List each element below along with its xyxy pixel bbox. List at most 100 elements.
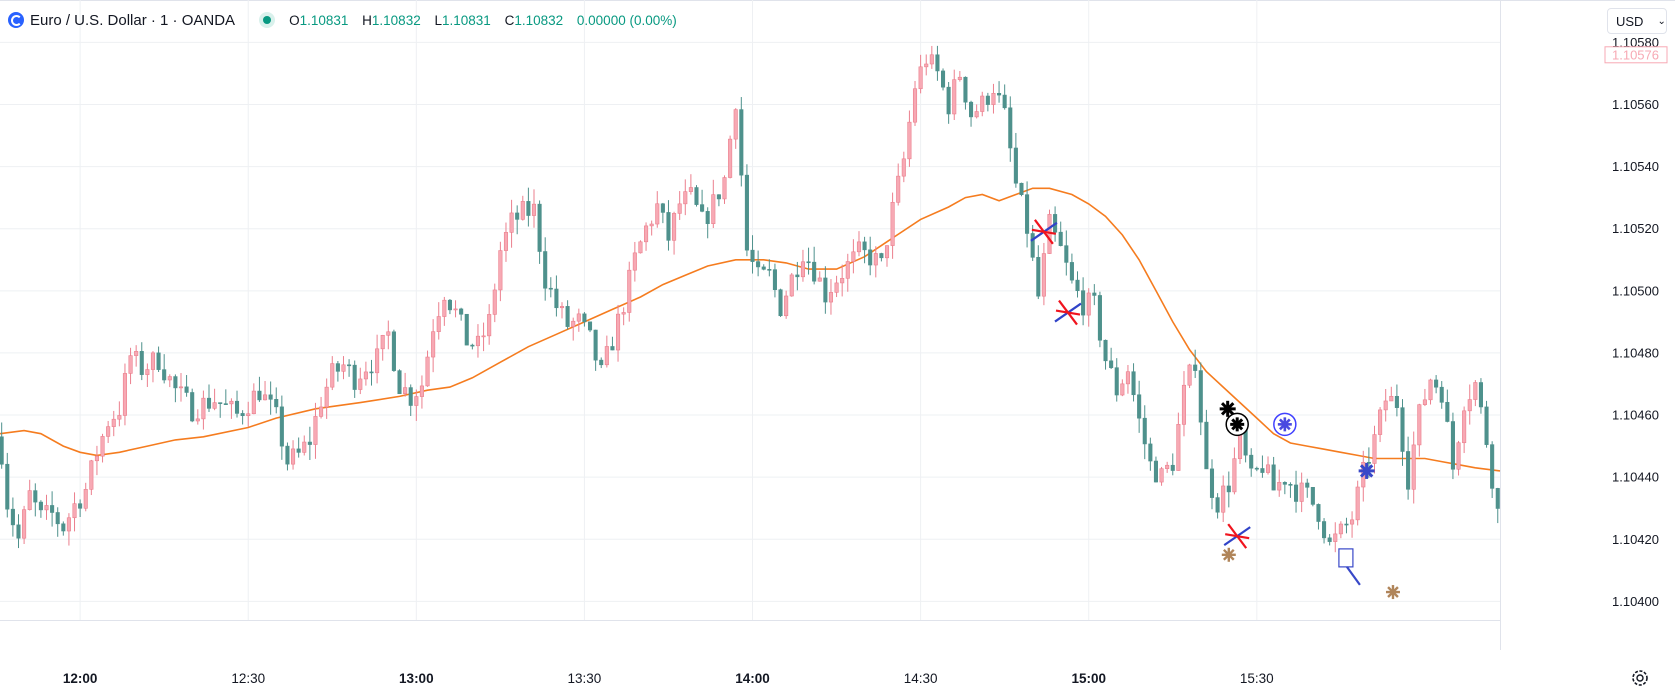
candle <box>997 81 1002 103</box>
candle <box>890 192 895 259</box>
candle <box>700 189 705 213</box>
candle-body-up <box>896 175 901 203</box>
candle <box>223 389 228 405</box>
candle <box>375 334 380 384</box>
candle-body-up <box>616 313 621 351</box>
candle <box>1260 455 1265 478</box>
candle <box>470 343 475 350</box>
candle-body-up <box>828 292 834 303</box>
price-tick-label: 1.10500 <box>1612 283 1659 298</box>
symbol-title[interactable]: Euro / U.S. Dollar · 1 · OANDA <box>30 11 236 29</box>
marker-stroke <box>1359 464 1374 478</box>
low-key: L <box>434 12 442 28</box>
signal-marker-circled-asterisk-black <box>1225 412 1249 437</box>
candle-body-up <box>1041 253 1046 297</box>
candle <box>100 433 105 463</box>
candle <box>621 307 626 326</box>
candle <box>358 367 363 395</box>
candle-body-up <box>722 177 727 200</box>
candle-body-down <box>767 269 772 271</box>
candle-body-down <box>862 241 867 251</box>
candle <box>1221 475 1226 523</box>
candle-body-up <box>957 76 962 80</box>
candle-body-up <box>1355 486 1360 521</box>
candle <box>677 191 682 220</box>
candle <box>593 329 598 371</box>
candle <box>1422 388 1427 407</box>
candle-body-up <box>520 201 525 220</box>
candle-body-down <box>610 346 615 351</box>
candle-body-down <box>778 289 783 317</box>
euro-flag-icon[interactable] <box>8 12 24 28</box>
candle <box>666 200 671 251</box>
candle-body-down <box>1450 421 1455 470</box>
price-axis[interactable]: 1.10580 1.10560 1.10540 1.10520 1.10500 1.104… <box>1604 35 1668 609</box>
candle <box>1333 522 1338 553</box>
candle <box>576 308 581 332</box>
candle <box>296 437 301 458</box>
candle-body-down <box>1495 488 1500 509</box>
candle-body-down <box>700 204 705 212</box>
signal-marker-asterisk-brown <box>1385 585 1400 600</box>
candle <box>789 272 794 297</box>
candle <box>912 80 918 126</box>
candle <box>234 390 240 418</box>
candle-body-up <box>1411 444 1416 490</box>
candle-body-up <box>576 313 581 322</box>
currency-dropdown[interactable]: USD ⌄ <box>1607 8 1667 34</box>
candle-body-up <box>1125 371 1130 385</box>
candle-body-up <box>991 93 996 105</box>
time-axis[interactable]: 12:00 12:30 13:00 13:30 14:00 14:30 15:00 15:30 <box>63 671 1274 686</box>
time-tick-label: 13:00 <box>399 671 434 686</box>
candle <box>206 384 212 412</box>
candle <box>1187 363 1192 389</box>
candle-body-up <box>1417 404 1422 446</box>
candle <box>817 271 822 282</box>
candle-body-down <box>173 376 178 389</box>
candle <box>319 396 324 419</box>
candle <box>862 236 867 264</box>
candle-body-down <box>660 203 665 213</box>
current-price-tag <box>1604 46 1668 64</box>
candle <box>414 389 419 421</box>
candle-body-down <box>470 344 475 347</box>
candle-body-down <box>33 490 38 503</box>
candle-body-down <box>739 109 744 176</box>
candle <box>1176 412 1181 471</box>
candle <box>380 334 385 361</box>
signal-marker-asterisk-brown <box>1221 547 1236 562</box>
candle <box>884 245 890 267</box>
marker-stroke <box>1225 533 1250 540</box>
candle <box>1282 481 1287 495</box>
candle-body-down <box>1445 402 1450 422</box>
candle-body-up <box>1232 458 1237 493</box>
candle <box>655 191 660 228</box>
candle <box>27 479 32 511</box>
candle-body-up <box>262 394 268 401</box>
candle <box>559 302 565 319</box>
candle-body-up <box>380 335 385 350</box>
candle <box>134 345 139 367</box>
candle <box>1204 409 1209 470</box>
candle <box>1434 375 1439 394</box>
candle-body-up <box>246 413 251 417</box>
marker-stroke <box>1055 309 1081 316</box>
high-value: 1.10832 <box>371 12 421 28</box>
candle <box>1406 436 1411 500</box>
candle-body-up <box>1165 464 1170 469</box>
gear-icon[interactable] <box>1629 667 1651 689</box>
candle <box>582 312 587 327</box>
candle-body-up <box>1176 424 1181 471</box>
candle-body-up <box>27 490 32 510</box>
candle-body-up <box>711 194 716 224</box>
candle <box>391 329 396 372</box>
candle <box>705 207 710 239</box>
candle-body-down <box>543 251 548 289</box>
candle <box>1069 253 1074 284</box>
candle-body-up <box>106 426 111 437</box>
candle-body-up <box>1467 399 1472 412</box>
candle <box>55 507 60 537</box>
candle-body-down <box>61 523 66 532</box>
candle <box>487 304 492 345</box>
